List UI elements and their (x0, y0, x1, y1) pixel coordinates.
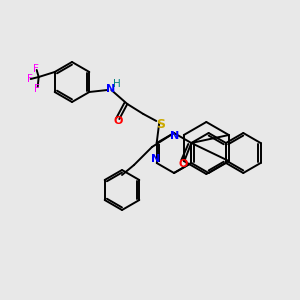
Text: O: O (178, 159, 188, 169)
Text: H: H (113, 79, 121, 89)
Text: N: N (170, 131, 180, 141)
Text: N: N (151, 154, 160, 164)
Text: O: O (114, 116, 123, 126)
Text: F: F (34, 84, 40, 94)
Text: F: F (33, 64, 39, 74)
Text: F: F (27, 74, 33, 84)
Text: S: S (156, 118, 165, 130)
Text: N: N (106, 84, 115, 94)
